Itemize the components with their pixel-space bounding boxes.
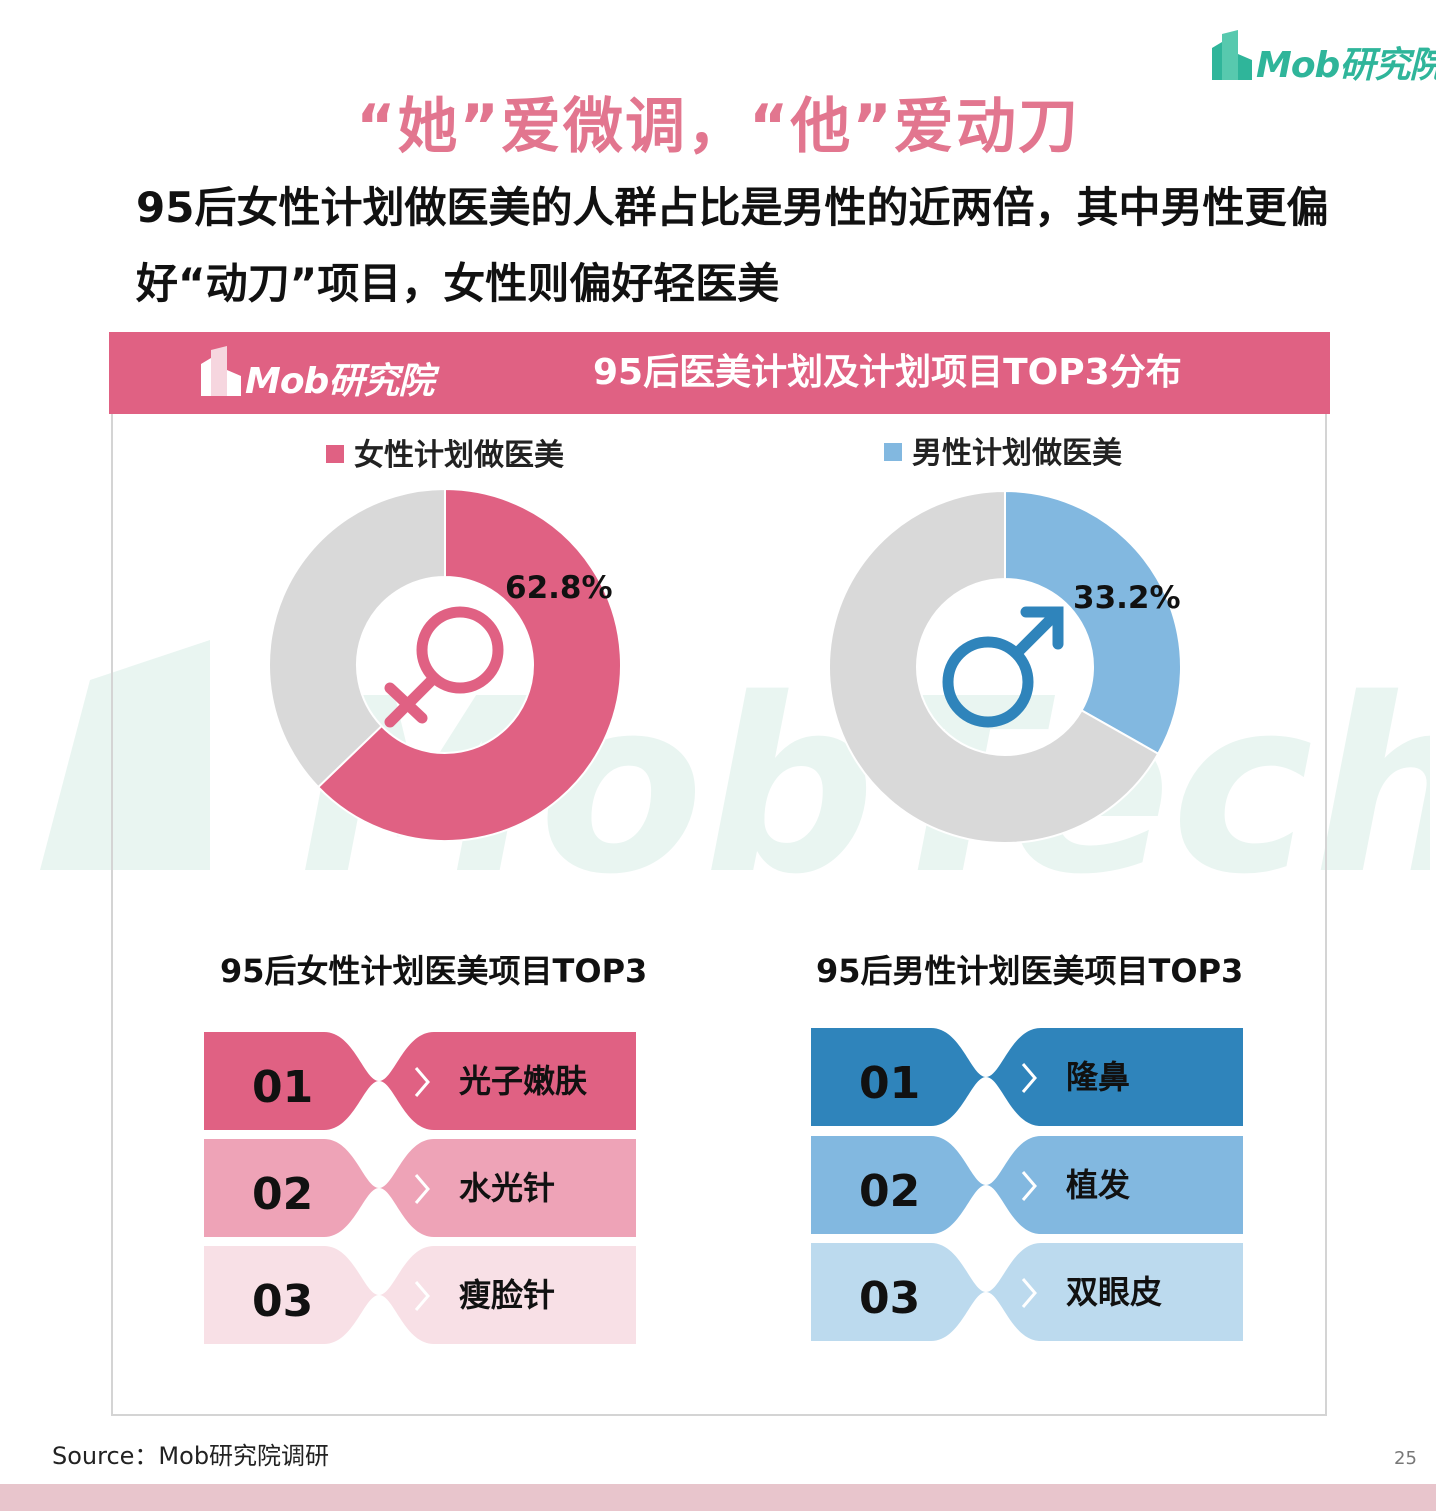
male-symbol-icon [942,606,1064,728]
male-rank-label: 隆鼻 [1066,1058,1131,1096]
male-value-label: 33.2% [1073,580,1181,616]
panel-brand-logo: Mob研究院 [197,346,434,402]
male-other-slice [828,489,1160,844]
chevron-right-icon [414,1281,430,1311]
rank-ribbon [204,1032,636,1130]
female-donut-chart: 62.8% [268,487,622,842]
rank-ribbon [811,1136,1243,1234]
chevron-right-icon [1021,1063,1037,1093]
legend-male: 男性计划做医美 [884,428,1122,472]
male-rank-row-1: 01 隆鼻 [811,1028,1243,1126]
male-rank-label: 植发 [1066,1166,1131,1204]
page-subtitle: 95后女性计划做医美的人群占比是男性的近两倍，其中男性更偏好“动刀”项目，女性则… [136,183,1329,308]
rank-ribbon [204,1246,636,1344]
legend-male-swatch [884,442,902,461]
chevron-right-icon [414,1067,430,1097]
legend-female-swatch [326,444,344,463]
male-rank-row-3: 03 双眼皮 [811,1243,1243,1341]
male-rank-number: 03 [859,1273,921,1324]
legend-male-label: 男性计划做医美 [912,436,1122,471]
bottom-strip [0,1484,1436,1511]
male-rank-number: 01 [859,1058,921,1109]
female-rank-label: 光子嫩肤 [459,1062,588,1100]
female-value-label: 62.8% [505,570,613,606]
female-top3-title: 95后女性计划医美项目TOP3 [220,952,648,990]
female-rank-label: 瘦脸针 [459,1276,556,1314]
brand-name: Mob研究院 [1256,45,1436,86]
male-donut-chart: 33.2% [828,489,1182,844]
female-rank-number: 02 [252,1169,314,1220]
female-rank-number: 01 [252,1062,314,1113]
page-title: “她”爱微调，“他”爱动刀 [356,92,1080,162]
female-symbol-icon [384,606,504,728]
male-plan-slice [1004,489,1182,756]
female-rank-row-3: 03 瘦脸针 [204,1246,636,1344]
female-plan-slice [316,487,622,842]
female-rank-row-1: 01 光子嫩肤 [204,1032,636,1130]
male-rank-row-2: 02 植发 [811,1136,1243,1234]
chevron-right-icon [414,1174,430,1204]
page-number: 25 [1394,1448,1417,1469]
panel-brand-name: Mob研究院 [245,361,434,402]
legend-female-label: 女性计划做医美 [354,438,564,473]
source-note: Source：Mob研究院调研 [52,1442,330,1470]
brand-building-icon [1212,30,1252,80]
chevron-right-icon [1021,1171,1037,1201]
female-rank-label: 水光针 [459,1169,556,1207]
brand-logo: Mob研究院 [1208,30,1436,86]
chevron-right-icon [1021,1278,1037,1308]
panel-brand-building-icon [201,346,241,396]
rank-ribbon [811,1028,1243,1126]
male-rank-label: 双眼皮 [1066,1273,1163,1311]
female-rank-row-2: 02 水光针 [204,1139,636,1237]
panel-title: 95后医美计划及计划项目TOP3分布 [593,352,1182,393]
female-rank-number: 03 [252,1276,314,1327]
female-other-slice [268,487,446,789]
panel-header: Mob研究院 95后医美计划及计划项目TOP3分布 [109,332,1330,414]
rank-ribbon [204,1139,636,1237]
legend-female: 女性计划做医美 [326,430,564,474]
rank-ribbon [811,1243,1243,1341]
male-rank-number: 02 [859,1166,921,1217]
male-top3-title: 95后男性计划医美项目TOP3 [816,952,1244,990]
